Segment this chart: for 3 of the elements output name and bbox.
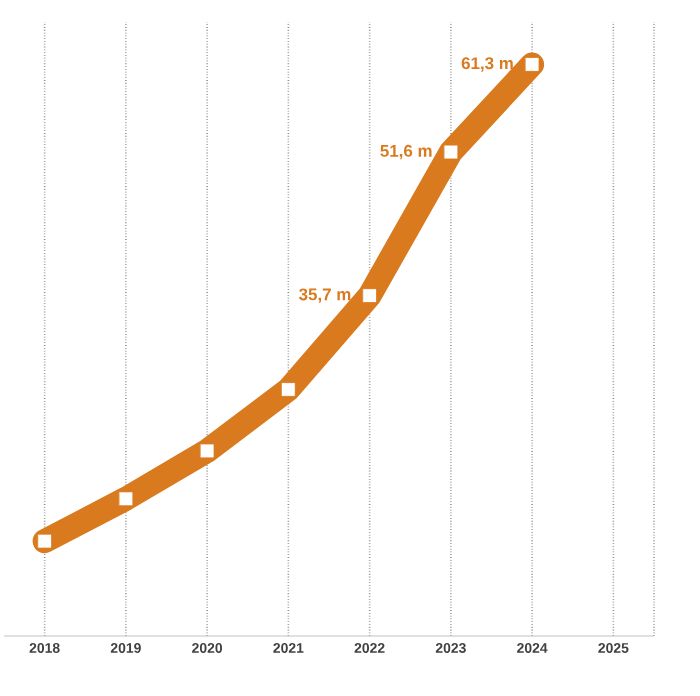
data-label: 61,3 m [461,57,513,72]
data-label: 51,6 m [380,144,432,160]
data-label: 35,7 m [298,288,351,303]
